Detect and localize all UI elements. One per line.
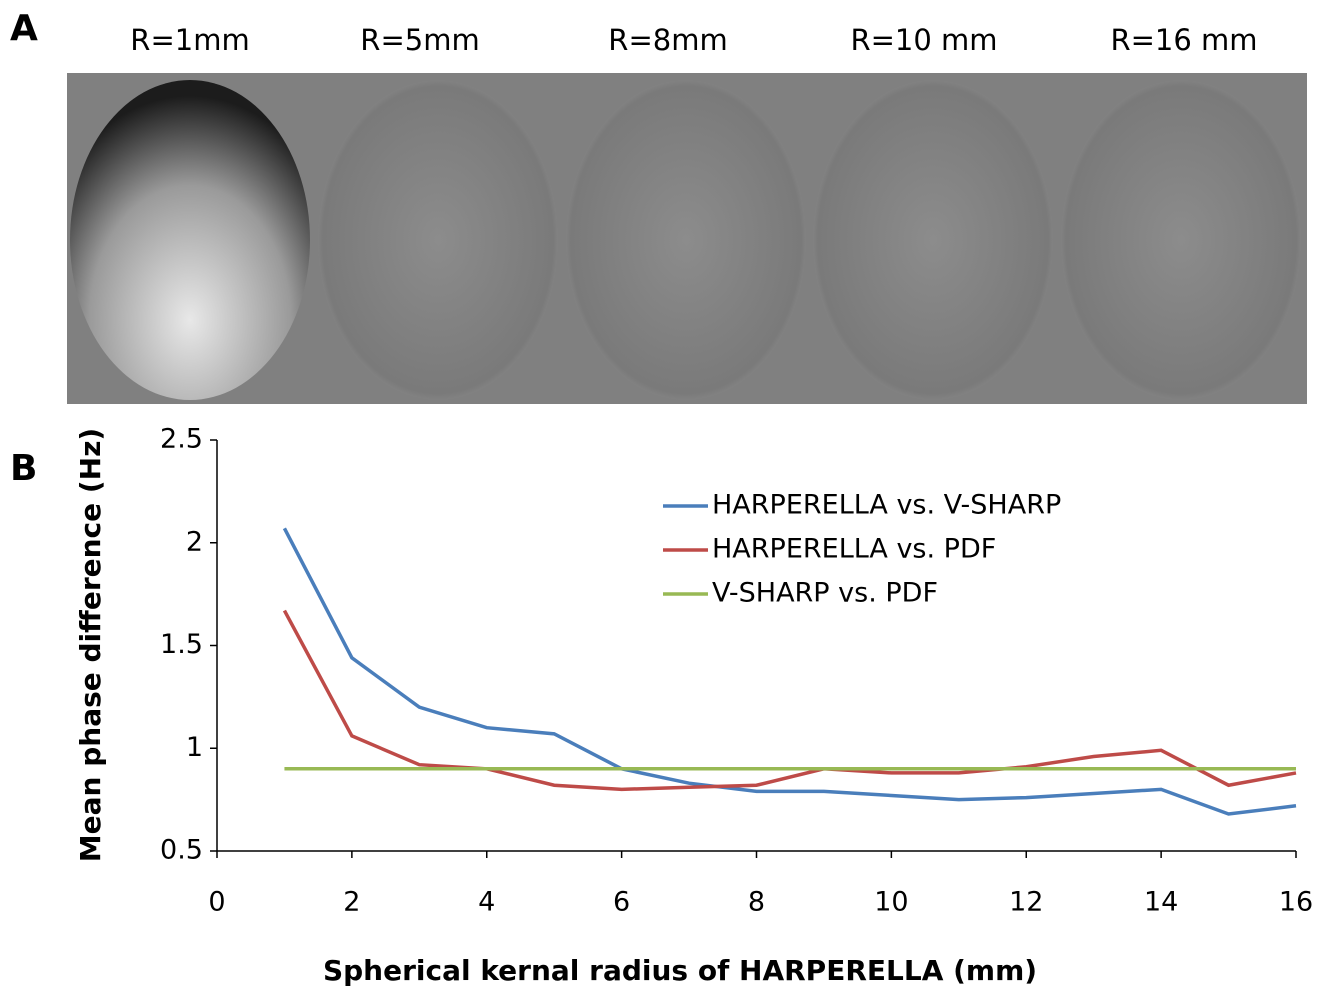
panel-label: B xyxy=(10,448,37,489)
image-caption: R=16 mm xyxy=(1110,23,1257,57)
x-tick-label: 2 xyxy=(343,887,360,918)
data-line xyxy=(282,527,1297,816)
brain-image xyxy=(318,80,558,400)
x-tick-label: 16 xyxy=(1279,887,1313,918)
brain-image xyxy=(813,80,1053,400)
legend-label: V-SHARP vs. PDF xyxy=(712,578,938,609)
data-line xyxy=(282,609,1297,792)
y-tick-label: 2 xyxy=(186,526,203,557)
x-tick-label: 12 xyxy=(1009,887,1043,918)
x-tick-label: 4 xyxy=(478,887,495,918)
x-tick-label: 14 xyxy=(1144,887,1178,918)
y-tick-label: 0.5 xyxy=(160,835,203,866)
x-tick-label: 6 xyxy=(613,887,630,918)
x-tick-label: 0 xyxy=(208,887,225,918)
x-tick-label: 8 xyxy=(748,887,765,918)
caption-row: R=1mm R=5mm R=8mm R=10 mm R=16 mm xyxy=(130,23,1257,57)
y-tick-label: 1.5 xyxy=(160,629,203,660)
x-tick-label: 10 xyxy=(874,887,908,918)
brain-image xyxy=(1061,80,1301,400)
brain-image xyxy=(70,80,310,400)
x-axis-label: Spherical kernal radius of HARPERELLA (m… xyxy=(323,954,1037,987)
y-tick-label: 1 xyxy=(186,732,203,763)
image-strip xyxy=(67,73,1307,404)
y-tick-label: 2.5 xyxy=(160,424,203,455)
image-caption: R=1mm xyxy=(130,23,249,57)
image-caption: R=5mm xyxy=(360,23,479,57)
panel-label: A xyxy=(10,8,38,49)
legend-label: HARPERELLA vs. V-SHARP xyxy=(712,490,1061,521)
brain-image xyxy=(566,80,806,400)
y-axis-label: Mean phase difference (Hz) xyxy=(74,428,107,862)
legend-label: HARPERELLA vs. PDF xyxy=(712,534,996,565)
image-caption: R=10 mm xyxy=(850,23,997,57)
image-caption: R=8mm xyxy=(608,23,727,57)
